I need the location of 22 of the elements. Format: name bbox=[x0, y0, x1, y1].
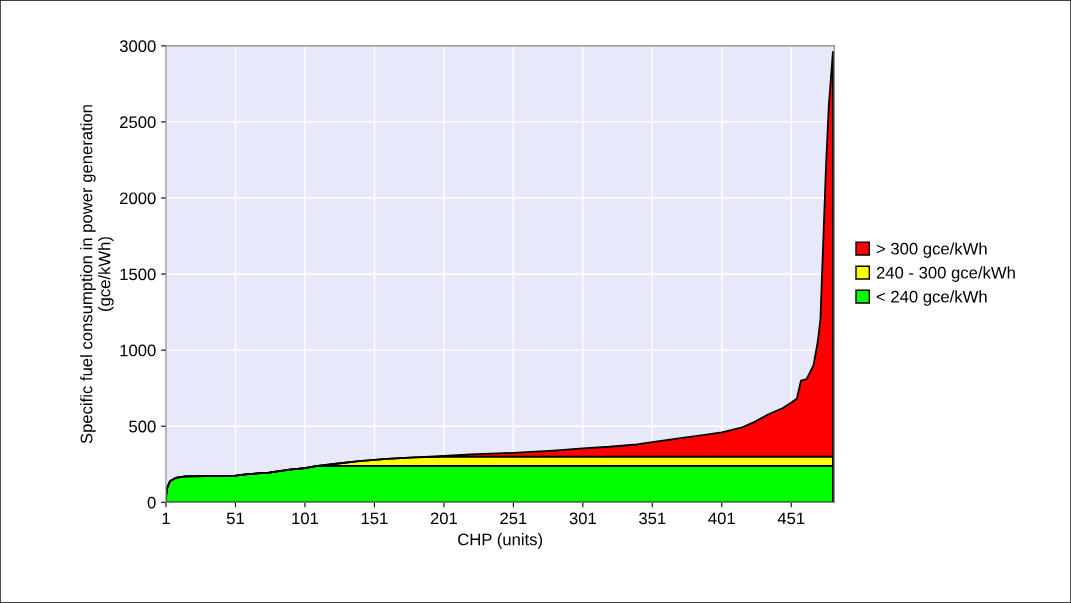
x-tick-label: 201 bbox=[430, 512, 457, 525]
x-tick-label: 151 bbox=[361, 512, 388, 525]
x-axis-title: CHP (units) bbox=[458, 533, 543, 549]
legend-label: > 300 gce/kWh bbox=[876, 242, 987, 258]
x-tick-label: 1 bbox=[162, 512, 170, 525]
x-tick-label: 401 bbox=[708, 512, 735, 525]
y-tick-label: 1500 bbox=[120, 268, 156, 281]
y-axis-title: Specific fuel consumption in power generation (gce/kWh) bbox=[80, 105, 114, 444]
x-tick-label: 51 bbox=[226, 512, 244, 525]
legend-label: 240 - 300 gce/kWh bbox=[876, 266, 1015, 282]
y-tick-label: 2500 bbox=[120, 116, 156, 129]
legend-label: < 240 gce/kWh bbox=[876, 290, 987, 306]
y-tick-label: 3000 bbox=[119, 40, 156, 53]
y-tick-label: 500 bbox=[129, 420, 156, 433]
y-tick-label: 1000 bbox=[120, 344, 156, 357]
x-tick-label: 301 bbox=[569, 512, 596, 525]
x-tick-label: 451 bbox=[777, 512, 805, 525]
x-tick-label: 251 bbox=[500, 512, 527, 525]
x-tick-label: 351 bbox=[639, 512, 666, 525]
x-tick-label: 101 bbox=[292, 512, 319, 525]
y-tick-label: 2000 bbox=[120, 192, 156, 205]
y-tick-label: 0 bbox=[147, 496, 156, 509]
